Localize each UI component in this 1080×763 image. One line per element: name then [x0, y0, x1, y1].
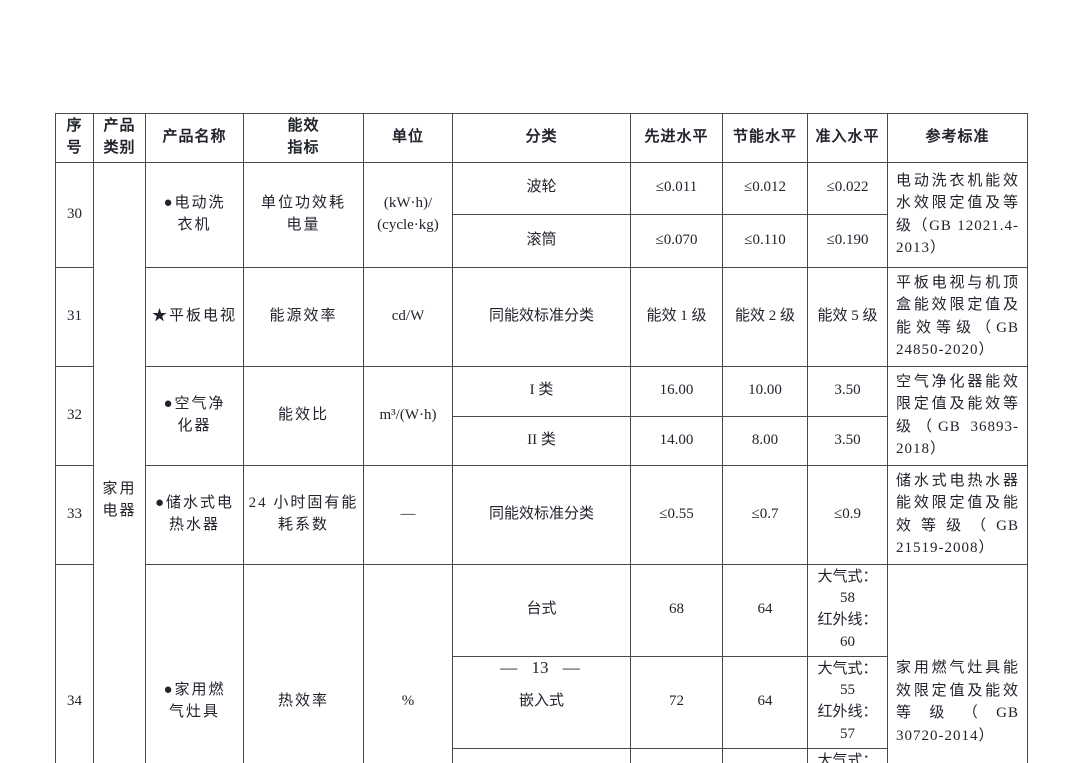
row34-unit: %	[363, 563, 453, 763]
table-row: 32 ●空气净 化器 能效比 m³/(W·h) I 类 16.00 10.00 …	[55, 365, 1028, 466]
row32-saving-type1: 10.00	[722, 365, 808, 417]
row30-saving-pulsator: ≤0.012	[722, 161, 808, 215]
row33-classification: 同能效标准分类	[452, 464, 631, 565]
row34-classification-integrated: 集成灶	[452, 747, 631, 763]
row31-entry: 能效 5 级	[807, 266, 888, 367]
row32-entry-type1: 3.50	[807, 365, 888, 417]
row33-entry: ≤0.9	[807, 464, 888, 565]
table-row: 33 ●储水式电 热水器 24 小时固有能 耗系数 — 同能效标准分类 ≤0.5…	[55, 464, 1028, 565]
row31-reference-standard: 平板电视与机顶盒能效限定值及能效等级（GB 24850-2020）	[887, 266, 1028, 367]
col-header-saving-level: 节能水平	[722, 113, 808, 163]
row33-reference-standard: 储水式电热水器能效限定值及能效等级（GB 21519-2008）	[887, 464, 1028, 565]
row30-advanced-drum: ≤0.070	[630, 213, 723, 268]
col-header-serial-no: 序号	[55, 113, 94, 163]
row33-serial-no: 33	[55, 464, 94, 565]
row30-unit: (kW·h)/ (cycle·kg)	[363, 161, 453, 268]
row32-classification-type1: I 类	[452, 365, 631, 417]
row30-classification-pulsator: 波轮	[452, 161, 631, 215]
category-group-household-appliances: 家用 电器	[93, 161, 146, 763]
row33-advanced: ≤0.55	[630, 464, 723, 565]
row32-product-name: ●空气净 化器	[145, 365, 244, 466]
table-row: 嵌入式 72 64 大气式：55 红外线：57	[56, 655, 1028, 749]
table-row: 34 ●家用燃 气灶具 热效率 % 台式 68 64 大气式：58 红外线：60…	[55, 563, 1028, 763]
row30-indicator: 单位功效耗 电量	[243, 161, 364, 268]
row34-advanced-builtin: 72	[630, 655, 723, 749]
col-header-advanced-level: 先进水平	[630, 113, 723, 163]
col-header-entry-level: 准入水平	[807, 113, 888, 163]
row34-product-name: ●家用燃 气灶具	[145, 563, 244, 763]
row31-advanced: 能效 1 级	[630, 266, 723, 367]
row32-advanced-type2: 14.00	[630, 415, 723, 466]
table-header-row: 序号 产品 类别 产品名称 能效 指标 单位 分类 先进水平 节能水平 准入水平…	[55, 113, 1028, 163]
row33-unit: —	[363, 464, 453, 565]
row32-classification-type2: II 类	[452, 415, 631, 466]
row34-saving-integrated: 62	[722, 747, 808, 763]
col-header-unit: 单位	[363, 113, 453, 163]
row34-classification-tabletop: 台式	[452, 563, 631, 657]
row33-saving: ≤0.7	[722, 464, 808, 565]
col-header-reference-standard: 参考标准	[887, 113, 1028, 163]
row31-unit: cd/W	[363, 266, 453, 367]
row30-reference-standard: 电动洗衣机能效水效限定值及等级（GB 12021.4-2013）	[887, 161, 1028, 268]
row32-advanced-type1: 16.00	[630, 365, 723, 417]
row32-indicator: 能效比	[243, 365, 364, 466]
table-row: 滚筒 ≤0.070 ≤0.110 ≤0.190	[56, 213, 1028, 268]
row34-reference-standard: 家用燃气灶具能效限定值及能效等级（GB 30720-2014）	[887, 563, 1028, 763]
row32-saving-type2: 8.00	[722, 415, 808, 466]
row31-product-name: ★平板电视	[145, 266, 244, 367]
row32-unit: m³/(W·h)	[363, 365, 453, 466]
row30-saving-drum: ≤0.110	[722, 213, 808, 268]
col-header-efficiency-indicator: 能效 指标	[243, 113, 364, 163]
row31-saving: 能效 2 级	[722, 266, 808, 367]
table-row: II 类 14.00 8.00 3.50	[56, 415, 1028, 466]
row34-advanced-integrated: 66	[630, 747, 723, 763]
row31-classification: 同能效标准分类	[452, 266, 631, 367]
row32-serial-no: 32	[55, 365, 94, 466]
row33-product-name: ●储水式电 热水器	[145, 464, 244, 565]
row30-classification-drum: 滚筒	[452, 213, 631, 268]
row32-entry-type2: 3.50	[807, 415, 888, 466]
row34-indicator: 热效率	[243, 563, 364, 763]
row30-entry-drum: ≤0.190	[807, 213, 888, 268]
energy-efficiency-table: 序号 产品 类别 产品名称 能效 指标 单位 分类 先进水平 节能水平 准入水平…	[55, 113, 1028, 763]
row34-saving-tabletop: 64	[722, 563, 808, 657]
row32-reference-standard: 空气净化器能效限定值及能效等级（GB 36893-2018）	[887, 365, 1028, 466]
table-row: 31 ★平板电视 能源效率 cd/W 同能效标准分类 能效 1 级 能效 2 级…	[55, 266, 1028, 367]
row30-serial-no: 30	[55, 161, 94, 268]
row34-serial-no: 34	[55, 563, 94, 763]
row31-indicator: 能源效率	[243, 266, 364, 367]
table-row: 集成灶 66 62 大气式：53 红外线：55	[56, 747, 1028, 763]
row34-entry-tabletop: 大气式：58 红外线：60	[807, 563, 888, 657]
row34-advanced-tabletop: 68	[630, 563, 723, 657]
row30-advanced-pulsator: ≤0.011	[630, 161, 723, 215]
row30-product-name: ●电动洗 衣机	[145, 161, 244, 268]
row30-entry-pulsator: ≤0.022	[807, 161, 888, 215]
col-header-product-category: 产品 类别	[93, 113, 146, 163]
row31-serial-no: 31	[55, 266, 94, 367]
col-header-classification: 分类	[452, 113, 631, 163]
page-number: — 13 —	[500, 658, 580, 677]
table-row: 30 家用 电器 ●电动洗 衣机 单位功效耗 电量 (kW·h)/ (cycle…	[55, 161, 1028, 763]
col-header-product-name: 产品名称	[145, 113, 244, 163]
row33-indicator: 24 小时固有能 耗系数	[243, 464, 364, 565]
row34-entry-integrated: 大气式：53 红外线：55	[807, 747, 888, 763]
